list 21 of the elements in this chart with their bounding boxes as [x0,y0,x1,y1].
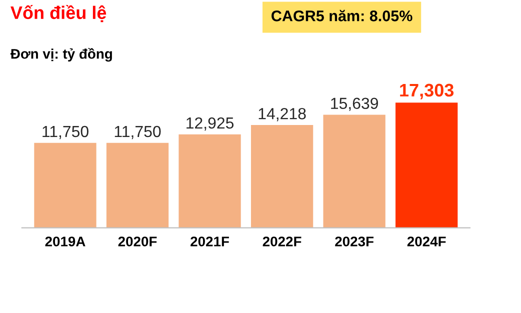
text: CAGR5 năm: 8.05% [272,10,412,22]
x-tick-label: 2020F [118,236,157,246]
bar [106,142,169,228]
data-label: 17,303 [400,84,454,100]
data-label: 11,750 [42,126,88,140]
chart-subtitle: Đơn vị: tỷ đồng [10,48,112,62]
data-label: 12,925 [186,117,234,131]
bar [34,142,96,228]
bar [178,134,241,228]
x-tick-label: 2023F [335,236,374,246]
data-label: 11,750 [114,126,161,140]
bar [396,102,458,228]
x-tick-label: 2024F [407,236,446,246]
data-label: 14,218 [258,108,306,122]
x-tick-label: 2021F [190,236,229,246]
bar [250,124,314,228]
x-tick-label: 2022F [262,236,302,246]
bar [323,114,386,228]
x-tick-label: 2019A [45,236,86,246]
chart-title: Vốn điều lệ [10,5,106,22]
data-label: 15,639 [331,98,378,111]
